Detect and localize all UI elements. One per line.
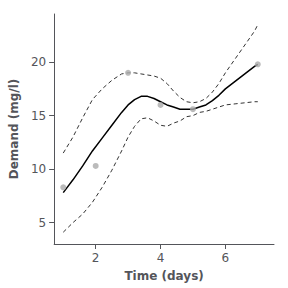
svg-text:4: 4: [157, 251, 165, 265]
svg-text:10: 10: [31, 162, 46, 176]
svg-text:15: 15: [31, 109, 46, 123]
svg-text:Time (days): Time (days): [124, 269, 203, 283]
svg-text:2: 2: [92, 251, 100, 265]
svg-text:5: 5: [39, 216, 47, 230]
svg-text:6: 6: [222, 251, 230, 265]
svg-text:Demand (mg/l): Demand (mg/l): [7, 79, 21, 180]
svg-text:20: 20: [31, 55, 46, 69]
